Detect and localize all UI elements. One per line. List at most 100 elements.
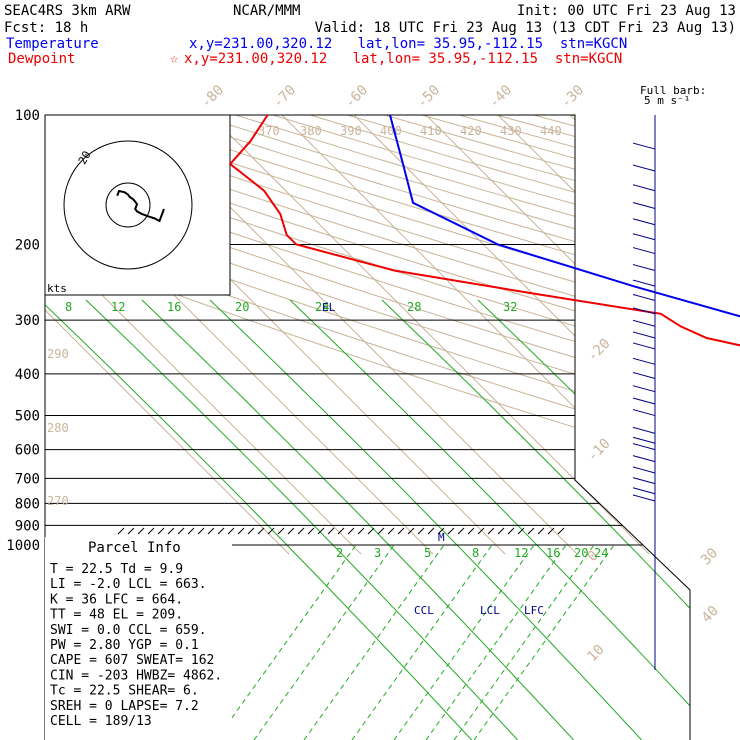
theta-label: 420 (460, 124, 482, 138)
hatch-mark (237, 527, 245, 535)
hatch-mark (557, 527, 565, 535)
hatch-mark (217, 527, 225, 535)
wind-barb (632, 142, 656, 150)
theta-label: 400 (380, 124, 402, 138)
el-label: EL (322, 301, 336, 314)
mixing-ratio-line (425, 544, 567, 740)
dry-adiabat-line (45, 115, 690, 555)
hatch-mark (117, 527, 125, 535)
hatch-mark (247, 527, 255, 535)
dry-adiabat-line (45, 115, 690, 555)
pressure-tick-label: 100 (15, 108, 40, 124)
mixing-ratio-label: 12 (514, 546, 528, 560)
hatch-mark (537, 527, 545, 535)
theta-label: 410 (420, 124, 442, 138)
hatch-mark (307, 527, 315, 535)
mixing-ratio-line (477, 299, 690, 740)
pressure-tick-label: 1000 (6, 538, 40, 554)
dewpoint-location: x,y=231.00,320.12 lat,lon= 35.95,-112.15… (184, 51, 622, 67)
hodograph-units: kts (47, 282, 67, 295)
wind-barb (632, 202, 656, 210)
mixing-ratio-line (381, 299, 690, 740)
hatch-mark (337, 527, 345, 535)
parcel-info-panel: Parcel Info T = 22.5 Td = 9.9LI = -2.0 L… (45, 537, 232, 740)
temperature-trace (389, 114, 740, 318)
mixing-ratio-label: 24 (315, 300, 329, 314)
hatch-mark (417, 527, 425, 535)
dry-adiabat-line (608, 115, 690, 555)
parcel-info-row: PW = 2.80 YGP = 0.1 (50, 638, 199, 653)
mixing-ratio-label: 12 (111, 300, 125, 314)
theta-label: 390 (340, 124, 362, 138)
hatch-mark (477, 527, 485, 535)
pressure-tick-label: 500 (15, 409, 40, 425)
isotherm-line (353, 115, 690, 555)
wind-barb (632, 184, 656, 192)
sounding-traces (228, 114, 740, 347)
mixing-ratio-line (253, 544, 395, 740)
pressure-tick-label: 300 (15, 313, 40, 329)
parcel-info-row: CIN = -203 HWBZ= 4862. (50, 668, 222, 683)
valid-time: Valid: 18 UTC Fri 23 Aug 13 (13 CDT Fri … (315, 20, 736, 36)
mixing-ratio-label: 28 (407, 300, 421, 314)
ccl-label: CCL (414, 604, 434, 617)
wind-barb (632, 307, 656, 315)
wind-barb (632, 436, 656, 444)
isotherm-line (714, 115, 740, 554)
hatch-mark (127, 527, 135, 535)
hatch-mark (377, 527, 385, 535)
hatch-mark (547, 527, 555, 535)
hodograph-trace (116, 189, 165, 223)
parcel-info-row: Tc = 22.5 SHEAR= 6. (50, 684, 199, 699)
hatch-mark (427, 527, 435, 535)
wind-barb (632, 319, 656, 327)
hatch-mark (187, 527, 195, 535)
mixing-ratio-line (393, 544, 535, 740)
hodograph-ring-label: 20 (76, 149, 94, 167)
wind-barb (632, 409, 656, 417)
mixing-ratio-label: 24 (594, 546, 608, 560)
pressure-tick-label: 600 (15, 443, 40, 459)
wind-barb (632, 397, 656, 405)
dry-adiabat-line (45, 115, 690, 555)
isotherm-label: -60 (342, 82, 371, 111)
hatch-mark (277, 527, 285, 535)
parcel-info-row: CELL = 189/13 (50, 714, 152, 729)
parcel-info-row: K = 36 LFC = 664. (50, 592, 183, 607)
hatch-mark (157, 527, 165, 535)
theta-label: 370 (258, 124, 280, 138)
pressure-tick-label: 700 (15, 471, 40, 487)
isotherm-label: 30 (698, 545, 721, 568)
isotherm-line (45, 115, 362, 555)
wind-barb (632, 455, 656, 463)
dry-adiabat-line (45, 115, 690, 555)
mixing-ratio-label: 5 (424, 546, 431, 560)
parcel-info-row: LI = -2.0 LCL = 663. (50, 577, 207, 592)
hatch-mark (227, 527, 235, 535)
hatch-mark (347, 527, 355, 535)
wind-barb (632, 342, 656, 350)
wind-barb (632, 385, 656, 393)
isotherm-label: -20 (584, 336, 613, 365)
hatch-mark (407, 527, 415, 535)
dry-adiabat-line (309, 115, 690, 555)
hatch-mark (397, 527, 405, 535)
wind-barb (632, 294, 656, 301)
pressure-tick-label: 900 (15, 518, 40, 534)
hatch-mark (197, 527, 205, 535)
wind-barb (632, 264, 656, 272)
lfc-label: LFC (524, 604, 544, 617)
isotherm-label: -30 (558, 82, 587, 111)
wind-barb (632, 372, 656, 379)
model-title: SEAC4RS 3km ARW (4, 3, 131, 19)
dry-adiabat-line (45, 115, 690, 555)
hatch-mark (287, 527, 295, 535)
pressure-tick-label: 200 (15, 237, 40, 253)
hatch-mark (177, 527, 185, 535)
mixing-ratio-label: 3 (374, 546, 381, 560)
wind-barb (632, 247, 656, 255)
isotherm-line (497, 115, 690, 555)
hatch-mark (387, 527, 395, 535)
hatch-mark (327, 527, 335, 535)
